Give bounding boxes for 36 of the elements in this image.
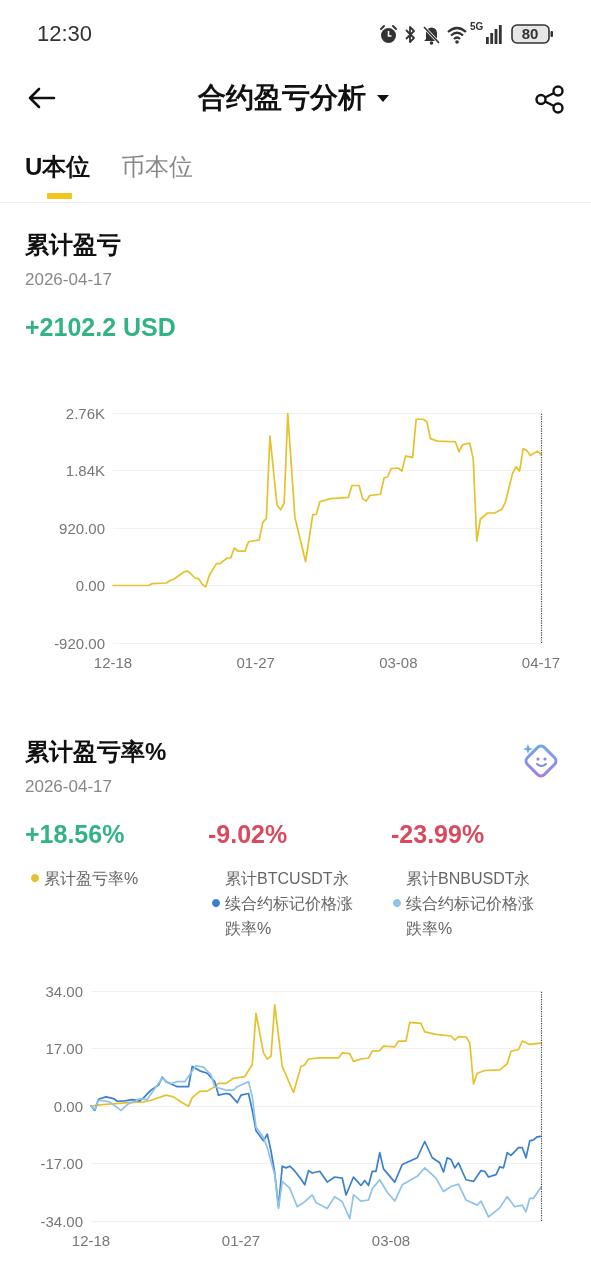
line-series — [112, 412, 542, 588]
chart-subtitle: 2026-04-17 — [25, 776, 112, 798]
text: 5G — [470, 21, 484, 33]
y-tick-label: 920.00 — [59, 519, 105, 537]
x-tick-label: 03-08 — [379, 654, 418, 671]
x-tick-label: 03-08 — [371, 1232, 411, 1249]
y-tick-label: 2.76K — [65, 404, 105, 422]
y-tick-label: 0.00 — [53, 1097, 83, 1115]
chart-title: 累计盈亏率% — [25, 737, 167, 767]
y-tick-label: 34.00 — [45, 982, 83, 1000]
text: U本位 — [25, 152, 91, 182]
y-tick-label: 17.00 — [45, 1040, 83, 1057]
x-tick-label: 12-18 — [71, 1232, 111, 1249]
chart-title: 累计盈亏 — [25, 230, 121, 260]
x-tick-label: 04-17 — [521, 654, 561, 671]
text: -9.02% — [208, 819, 288, 849]
y-tick-label: -34.00 — [40, 1212, 83, 1230]
chart-subtitle: 2026-04-17 — [25, 269, 112, 291]
x-tick-label: 01-27 — [236, 654, 275, 671]
line-series — [90, 1004, 542, 1108]
text: 币本位 — [121, 152, 193, 182]
legend-label: 累计BTCUSDT永续合约标记价格涨跌率% — [225, 869, 353, 937]
text: +2102.2 USD — [25, 312, 176, 342]
text: +18.56% — [25, 819, 125, 849]
y-tick-label: -920.00 — [54, 634, 105, 652]
text: 合约盈亏分析 — [198, 81, 366, 115]
legend-label: 累计盈亏率% — [44, 869, 139, 887]
x-tick-label: 01-27 — [221, 1232, 261, 1249]
text: 12:30 — [37, 20, 93, 48]
text: -23.99% — [391, 819, 485, 849]
x-tick-label: 12-18 — [93, 654, 133, 671]
y-tick-label: 0.00 — [75, 577, 105, 594]
legend-label: 累计BNBUSDT永续合约标记价格涨跌率% — [406, 869, 534, 937]
y-tick-label: -17.00 — [40, 1155, 83, 1172]
y-tick-label: 1.84K — [65, 462, 105, 479]
text: 80 — [521, 25, 539, 43]
